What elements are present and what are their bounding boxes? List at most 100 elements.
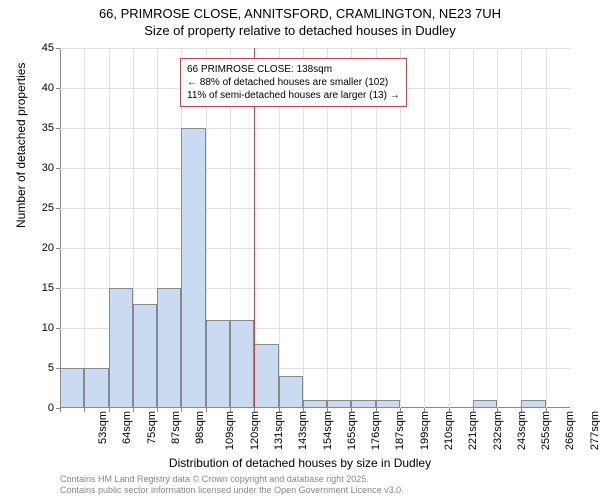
xtick-mark bbox=[206, 408, 207, 412]
xtick-label: 176sqm bbox=[370, 411, 382, 450]
histogram-bar bbox=[230, 320, 254, 408]
ytick-label: 15 bbox=[24, 282, 54, 294]
x-axis-label: Distribution of detached houses by size … bbox=[0, 456, 600, 470]
xtick-mark bbox=[60, 408, 61, 412]
xtick-mark bbox=[303, 408, 304, 412]
xtick-mark bbox=[181, 408, 182, 412]
ytick-mark bbox=[56, 288, 60, 289]
grid-line-h bbox=[60, 208, 570, 209]
ytick-label: 10 bbox=[24, 322, 54, 334]
ytick-mark bbox=[56, 248, 60, 249]
xtick-mark bbox=[109, 408, 110, 412]
grid-line-v bbox=[546, 48, 547, 408]
ytick-label: 0 bbox=[24, 402, 54, 414]
ytick-mark bbox=[56, 208, 60, 209]
xtick-label: 232sqm bbox=[492, 411, 504, 450]
xtick-label: 255sqm bbox=[540, 411, 552, 450]
ytick-mark bbox=[56, 128, 60, 129]
histogram-bar bbox=[181, 128, 205, 408]
annotation-line: 66 PRIMROSE CLOSE: 138sqm bbox=[187, 63, 400, 76]
histogram-bar bbox=[254, 344, 278, 408]
xtick-label: 53sqm bbox=[97, 411, 109, 444]
y-axis bbox=[60, 48, 61, 408]
xtick-label: 154sqm bbox=[322, 411, 334, 450]
xtick-label: 131sqm bbox=[273, 411, 285, 450]
ytick-label: 25 bbox=[24, 202, 54, 214]
xtick-label: 143sqm bbox=[297, 411, 309, 450]
ytick-label: 45 bbox=[24, 42, 54, 54]
ytick-mark bbox=[56, 328, 60, 329]
ytick-mark bbox=[56, 48, 60, 49]
xtick-mark bbox=[424, 408, 425, 412]
annotation-line: ← 88% of detached houses are smaller (10… bbox=[187, 76, 400, 89]
xtick-label: 210sqm bbox=[443, 411, 455, 450]
histogram-bar bbox=[84, 368, 108, 408]
grid-line-v bbox=[449, 48, 450, 408]
grid-line-v bbox=[424, 48, 425, 408]
xtick-mark bbox=[230, 408, 231, 412]
ytick-label: 5 bbox=[24, 362, 54, 374]
grid-line-v bbox=[473, 48, 474, 408]
footer-attribution: Contains HM Land Registry data © Crown c… bbox=[60, 474, 404, 496]
histogram-bar bbox=[279, 376, 303, 408]
xtick-mark bbox=[351, 408, 352, 412]
ytick-label: 20 bbox=[24, 242, 54, 254]
histogram-bar bbox=[351, 400, 375, 408]
grid-line-h bbox=[60, 288, 570, 289]
xtick-mark bbox=[327, 408, 328, 412]
xtick-mark bbox=[400, 408, 401, 412]
xtick-label: 64sqm bbox=[121, 411, 133, 444]
xtick-label: 120sqm bbox=[249, 411, 261, 450]
plot-area: 05101520253035404553sqm64sqm75sqm87sqm98… bbox=[60, 48, 570, 408]
ytick-label: 40 bbox=[24, 82, 54, 94]
xtick-mark bbox=[157, 408, 158, 412]
xtick-label: 87sqm bbox=[170, 411, 182, 444]
ytick-mark bbox=[56, 168, 60, 169]
xtick-mark bbox=[376, 408, 377, 412]
histogram-bar bbox=[206, 320, 230, 408]
xtick-mark bbox=[546, 408, 547, 412]
xtick-mark bbox=[133, 408, 134, 412]
ytick-mark bbox=[56, 88, 60, 89]
xtick-label: 221sqm bbox=[467, 411, 479, 450]
grid-line-v bbox=[521, 48, 522, 408]
annotation-line: 11% of semi-detached houses are larger (… bbox=[187, 89, 400, 102]
grid-line-h bbox=[60, 48, 570, 49]
histogram-bar bbox=[133, 304, 157, 408]
xtick-label: 98sqm bbox=[194, 411, 206, 444]
footer-line-1: Contains HM Land Registry data © Crown c… bbox=[60, 474, 404, 485]
histogram-bar bbox=[327, 400, 351, 408]
xtick-mark bbox=[473, 408, 474, 412]
xtick-label: 199sqm bbox=[419, 411, 431, 450]
histogram-bar bbox=[60, 368, 84, 408]
title-line-2: Size of property relative to detached ho… bbox=[0, 23, 600, 40]
grid-line-v bbox=[84, 48, 85, 408]
xtick-label: 243sqm bbox=[516, 411, 528, 450]
histogram-bar bbox=[157, 288, 181, 408]
xtick-label: 187sqm bbox=[395, 411, 407, 450]
xtick-label: 109sqm bbox=[225, 411, 237, 450]
xtick-mark bbox=[497, 408, 498, 412]
histogram-bar bbox=[473, 400, 497, 408]
ytick-label: 35 bbox=[24, 122, 54, 134]
xtick-label: 165sqm bbox=[346, 411, 358, 450]
histogram-bar bbox=[303, 400, 327, 408]
xtick-label: 277sqm bbox=[589, 411, 600, 450]
grid-line-h bbox=[60, 248, 570, 249]
histogram-bar bbox=[109, 288, 133, 408]
xtick-label: 75sqm bbox=[146, 411, 158, 444]
histogram-bar bbox=[521, 400, 545, 408]
xtick-mark bbox=[449, 408, 450, 412]
histogram-bar bbox=[376, 400, 400, 408]
ytick-label: 30 bbox=[24, 162, 54, 174]
xtick-mark bbox=[521, 408, 522, 412]
xtick-mark bbox=[254, 408, 255, 412]
annotation-box: 66 PRIMROSE CLOSE: 138sqm← 88% of detach… bbox=[180, 58, 407, 107]
grid-line-v bbox=[497, 48, 498, 408]
xtick-label: 266sqm bbox=[565, 411, 577, 450]
footer-line-2: Contains public sector information licen… bbox=[60, 485, 404, 496]
xtick-mark bbox=[84, 408, 85, 412]
title-line-1: 66, PRIMROSE CLOSE, ANNITSFORD, CRAMLING… bbox=[0, 6, 600, 23]
chart-container: 66, PRIMROSE CLOSE, ANNITSFORD, CRAMLING… bbox=[0, 0, 600, 500]
chart-title: 66, PRIMROSE CLOSE, ANNITSFORD, CRAMLING… bbox=[0, 6, 600, 40]
